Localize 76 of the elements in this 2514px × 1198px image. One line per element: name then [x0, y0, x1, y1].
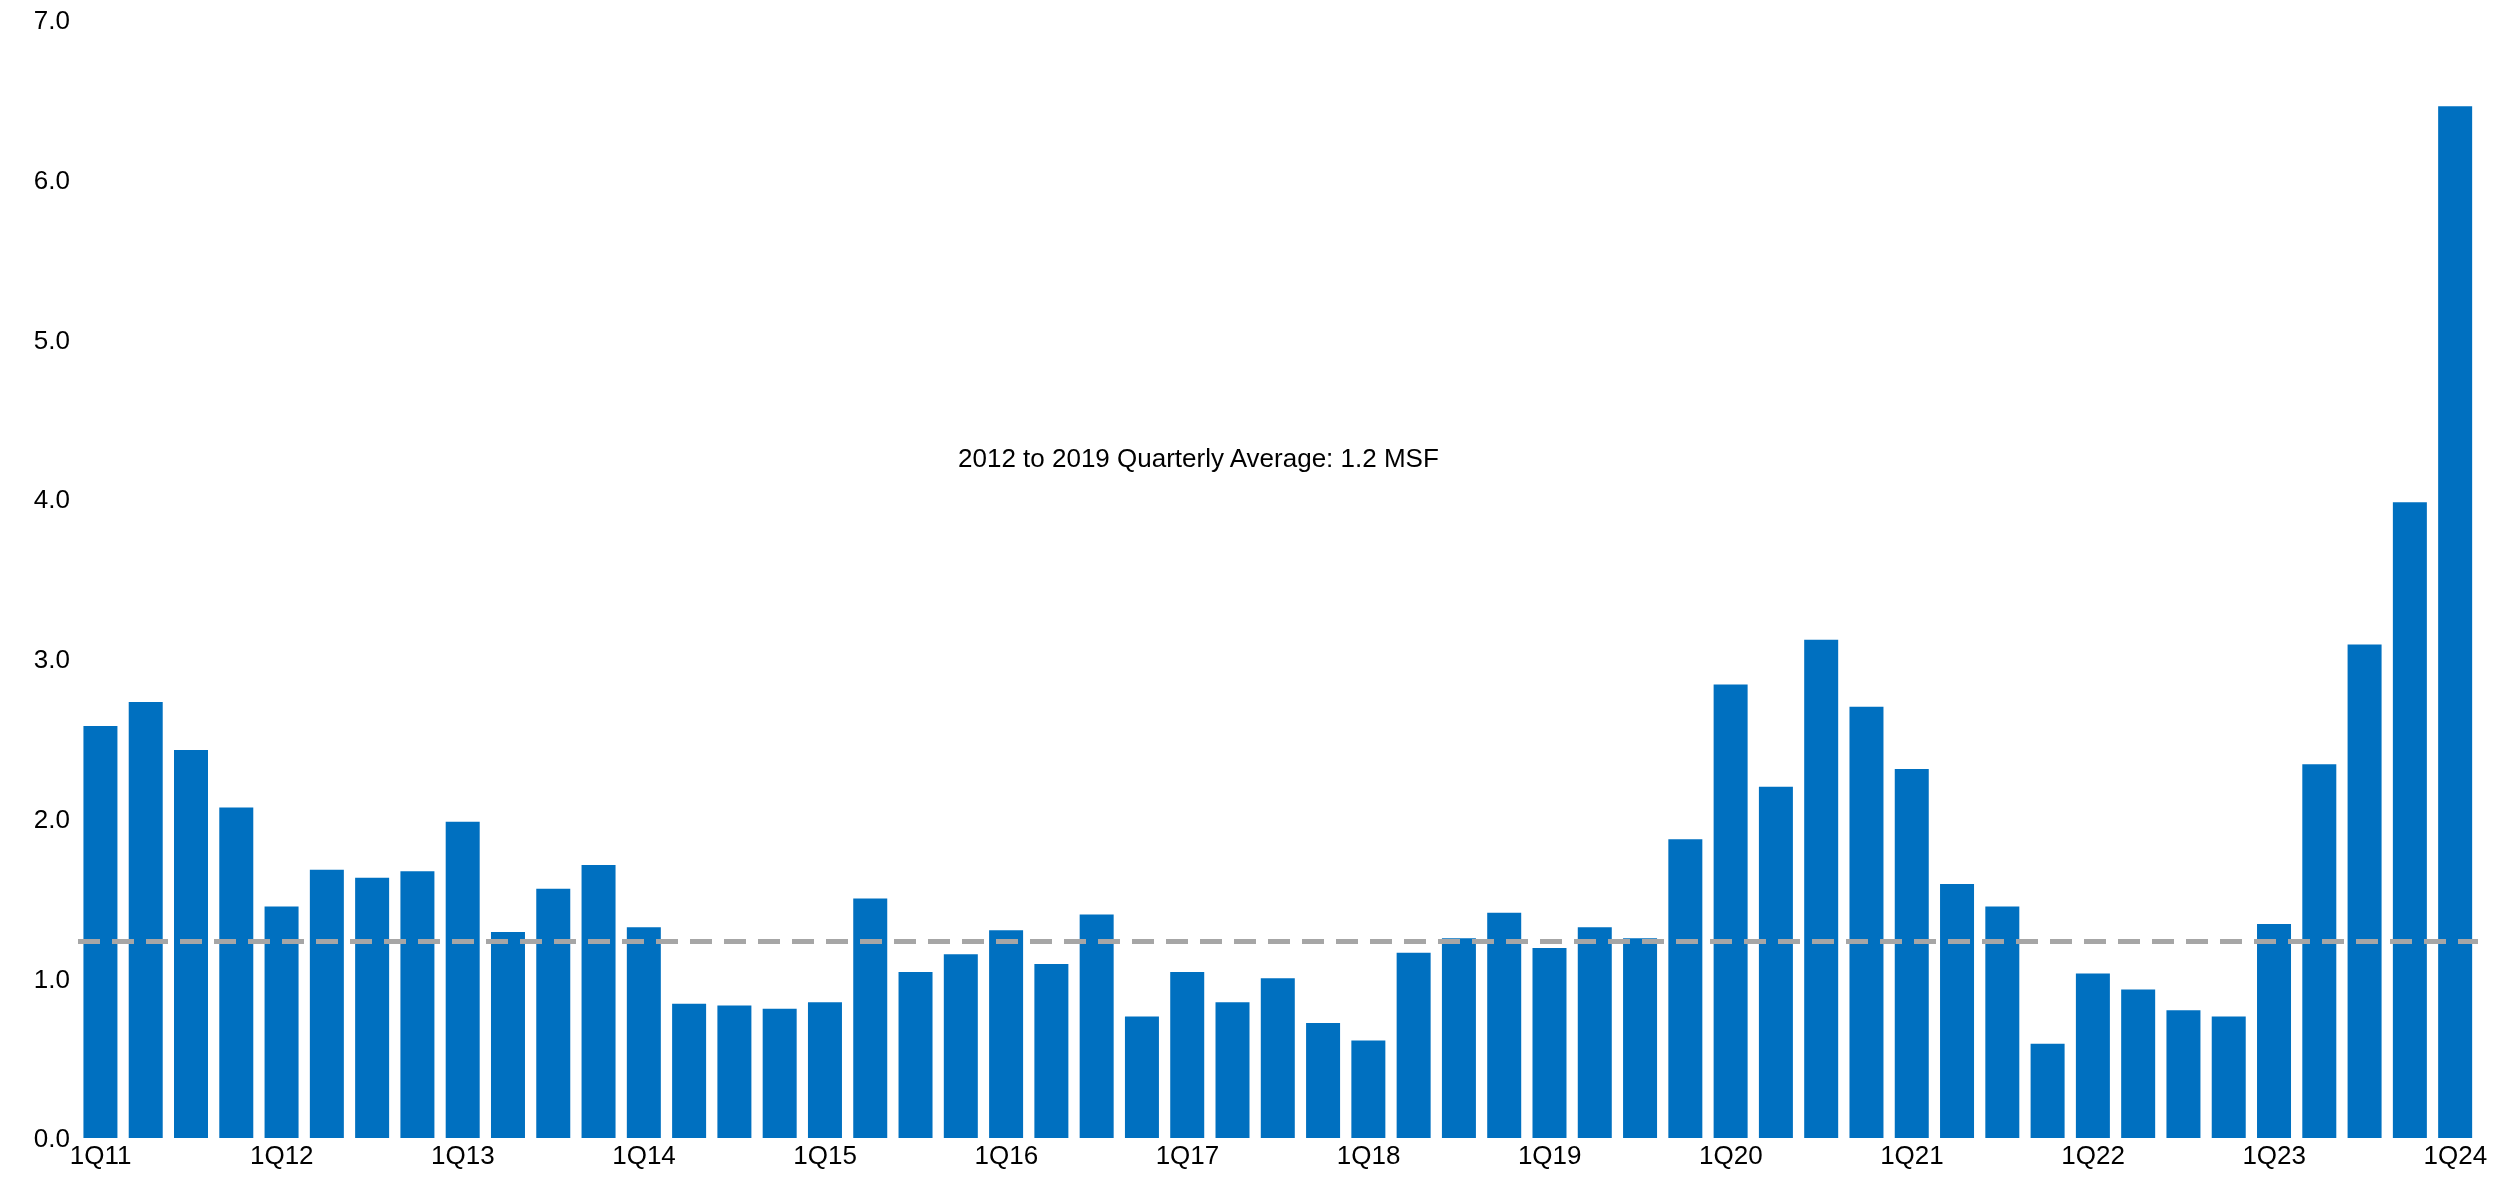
- bar: [1260, 978, 1295, 1138]
- y-tick-label: 7.0: [33, 5, 70, 36]
- bar: [1577, 927, 1612, 1138]
- bar: [83, 725, 118, 1138]
- bar: [2166, 1010, 2201, 1138]
- bar: [128, 701, 163, 1138]
- x-tick-label: 1Q16: [974, 1140, 1039, 1171]
- bar: [2392, 502, 2427, 1138]
- bar: [1487, 912, 1522, 1138]
- bar: [853, 898, 888, 1138]
- bar: [989, 930, 1024, 1138]
- x-tick-label: 1Q18: [1336, 1140, 1401, 1171]
- bar: [762, 1008, 797, 1138]
- bar: [672, 1003, 707, 1138]
- bar: [2211, 1016, 2246, 1138]
- bar: [1940, 884, 1975, 1138]
- bar: [1713, 684, 1748, 1138]
- x-tick-label: 1Q21: [1880, 1140, 1944, 1171]
- bar: [1079, 914, 1114, 1138]
- x-tick-label: 1Q23: [2242, 1140, 2307, 1171]
- bar: [219, 807, 254, 1138]
- bar: [2347, 644, 2382, 1138]
- bar: [536, 888, 571, 1138]
- bar: [898, 971, 933, 1138]
- bar: [264, 906, 299, 1138]
- bar: [717, 1005, 752, 1138]
- bar: [1170, 971, 1205, 1138]
- bar: [1623, 938, 1658, 1138]
- x-tick-label: 1Q11: [69, 1140, 132, 1171]
- bar: [2257, 923, 2292, 1138]
- x-tick-label: 1Q20: [1699, 1140, 1763, 1171]
- bar: [1441, 938, 1476, 1138]
- bar: [1124, 1016, 1159, 1138]
- x-tick-label: 1Q15: [793, 1140, 857, 1171]
- y-tick-label: 3.0: [33, 644, 70, 675]
- x-tick-label: 1Q13: [431, 1140, 495, 1171]
- y-tick-label: 2.0: [33, 803, 70, 834]
- y-tick-label: 1.0: [33, 963, 70, 994]
- x-tick-label: 1Q19: [1517, 1140, 1582, 1171]
- bar: [2438, 106, 2473, 1138]
- bar: [1758, 786, 1793, 1138]
- bar: [1396, 952, 1431, 1138]
- bar: [2030, 1043, 2065, 1138]
- x-tick-label: 1Q22: [2061, 1140, 2125, 1171]
- x-tick-label: 1Q17: [1155, 1140, 1220, 1171]
- y-tick-label: 4.0: [33, 484, 70, 515]
- bar: [1985, 906, 2020, 1138]
- bar: [490, 931, 525, 1138]
- bar: [400, 871, 435, 1138]
- annotation: 2012 to 2019 Quarterly Average: 1.2 MSF: [958, 443, 1439, 474]
- bar: [2075, 973, 2110, 1138]
- bar: [1034, 963, 1069, 1138]
- x-tick-label: 1Q12: [249, 1140, 314, 1171]
- x-tick-label: 1Q14: [612, 1140, 676, 1171]
- bar: [1894, 769, 1929, 1138]
- bar: [309, 869, 344, 1138]
- x-tick-label: 1Q24: [2423, 1140, 2488, 1171]
- y-tick-label: 0.0: [33, 1123, 70, 1154]
- bar: [1804, 639, 1839, 1138]
- y-tick-label: 5.0: [33, 324, 70, 355]
- bar: [581, 864, 616, 1138]
- bar: [2302, 764, 2337, 1138]
- bar: [174, 749, 208, 1138]
- bar: [1849, 706, 1884, 1138]
- y-tick-label: 6.0: [33, 164, 70, 195]
- bar: [807, 1002, 842, 1138]
- bar: [2121, 989, 2156, 1138]
- bar: [355, 877, 390, 1138]
- bar: [1215, 1002, 1250, 1138]
- bar: [626, 927, 661, 1138]
- bar: [1306, 1023, 1341, 1138]
- bar: [1532, 947, 1567, 1138]
- bar: [943, 954, 978, 1138]
- bar: [445, 821, 480, 1138]
- bar: [1351, 1040, 1386, 1138]
- bar: [1668, 839, 1703, 1138]
